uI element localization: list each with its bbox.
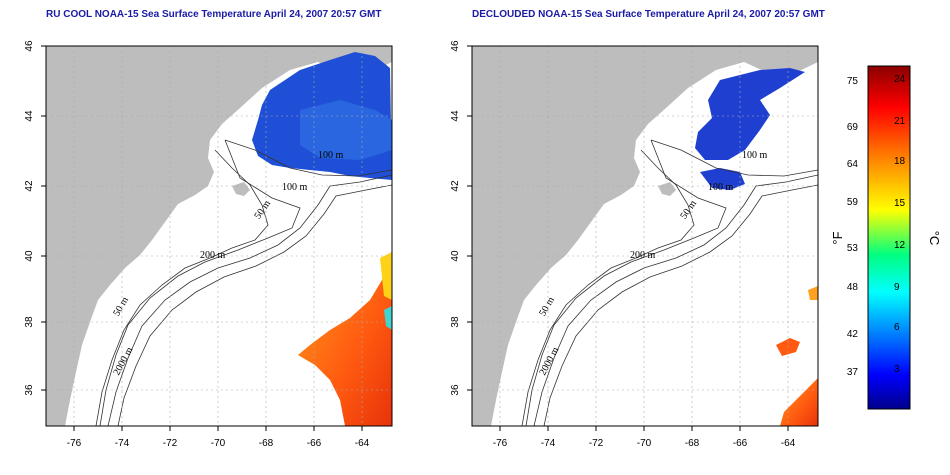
left-xtick: -70 — [211, 438, 226, 449]
colorbar-f-tick: 75 — [847, 76, 859, 87]
colorbar-c-tick: 12 — [894, 240, 906, 251]
left-cold-water-2 — [300, 100, 392, 160]
left-xtick: -64 — [355, 438, 370, 449]
left-ytick: 36 — [24, 384, 35, 396]
right-xtick: -64 — [781, 438, 796, 449]
colorbar-gradient — [867, 65, 911, 410]
colorbar-c-tick: 24 — [894, 74, 906, 85]
colorbar-celsius-unit: °C — [927, 231, 942, 246]
right-ytick: 38 — [450, 316, 461, 328]
left-ytick: 44 — [24, 110, 35, 122]
right-ytick: 36 — [450, 384, 461, 396]
left-contour-50m — [95, 149, 269, 426]
left-warm-cyan — [384, 306, 392, 330]
left-warm-yellow — [380, 252, 392, 300]
colorbar-fahrenheit-unit: °F — [830, 231, 845, 244]
right-contour-label-100m-a: 100 m — [742, 150, 768, 161]
right-ytick: 42 — [450, 180, 461, 192]
left-ytick: 46 — [24, 40, 35, 52]
colorbar-c-tick: 9 — [894, 282, 900, 293]
colorbar-c-tick: 3 — [894, 364, 900, 375]
right-contour-2000m — [543, 184, 818, 426]
right-contour-50m — [521, 149, 695, 426]
colorbar-f-tick: 37 — [847, 367, 859, 378]
right-ytick: 46 — [450, 40, 461, 52]
right-map-title: DECLOUDED NOAA-15 Sea Surface Temperatur… — [472, 9, 825, 20]
left-map-title: RU COOL NOAA-15 Sea Surface Temperature … — [46, 9, 382, 20]
right-contour-label-200m: 200 m — [630, 250, 656, 261]
right-warm-patch-b — [808, 286, 818, 300]
left-grid — [46, 46, 392, 426]
colorbar-f-tick: 42 — [847, 329, 859, 340]
right-cape-cod — [658, 182, 676, 196]
colorbar-f-tick: 69 — [847, 122, 859, 133]
right-xtick: -70 — [637, 438, 652, 449]
right-ytick: 40 — [450, 250, 461, 262]
right-xtick: -74 — [541, 438, 556, 449]
left-xtick: -72 — [163, 438, 178, 449]
left-contour-label-200m: 200 m — [200, 250, 226, 261]
right-cold-water — [695, 68, 805, 160]
right-grid — [472, 46, 818, 426]
left-xtick: -74 — [115, 438, 130, 449]
right-xtick: -76 — [493, 438, 508, 449]
right-cold-water-2 — [700, 168, 745, 190]
left-xtick: -66 — [307, 438, 322, 449]
colorbar: 75 69 64 59 53 48 42 37 24 21 18 15 12 9… — [830, 65, 942, 410]
colorbar-c-tick: 6 — [894, 322, 900, 333]
left-map: 100 m 100 m 50 m 200 m 50 m 2000 m -76 -… — [24, 40, 393, 449]
colorbar-c-tick: 15 — [894, 198, 906, 209]
left-contour-2000m — [117, 184, 392, 426]
colorbar-f-tick: 48 — [847, 282, 859, 293]
right-ytick: 44 — [450, 110, 461, 122]
right-contour-200m — [533, 174, 818, 426]
right-xtick: -72 — [589, 438, 604, 449]
right-map: 100 m 100 m 50 m 200 m 50 m 2000 m -76 -… — [450, 40, 819, 449]
colorbar-f-tick: 59 — [847, 197, 859, 208]
left-cape-cod — [232, 182, 250, 196]
colorbar-f-tick: 53 — [847, 243, 859, 254]
right-frame — [471, 45, 819, 427]
right-land-coast — [472, 46, 818, 426]
right-xtick: -68 — [685, 438, 700, 449]
colorbar-c-tick: 21 — [894, 116, 906, 127]
left-warm-water — [298, 250, 392, 426]
left-xtick: -68 — [259, 438, 274, 449]
left-ytick: 42 — [24, 180, 35, 192]
colorbar-f-tick: 64 — [847, 159, 859, 170]
left-ytick: 38 — [24, 316, 35, 328]
left-frame — [45, 45, 393, 427]
left-contour-200m — [107, 174, 392, 426]
right-xtick: -66 — [733, 438, 748, 449]
colorbar-c-tick: 18 — [894, 156, 906, 167]
left-land-coast — [46, 46, 392, 426]
left-contour-label-100m-a: 100 m — [318, 150, 344, 161]
left-xtick: -76 — [67, 438, 82, 449]
left-ytick: 40 — [24, 250, 35, 262]
right-contour-label-100m-b: 100 m — [708, 182, 734, 193]
left-contour-label-100m-b: 100 m — [282, 182, 308, 193]
